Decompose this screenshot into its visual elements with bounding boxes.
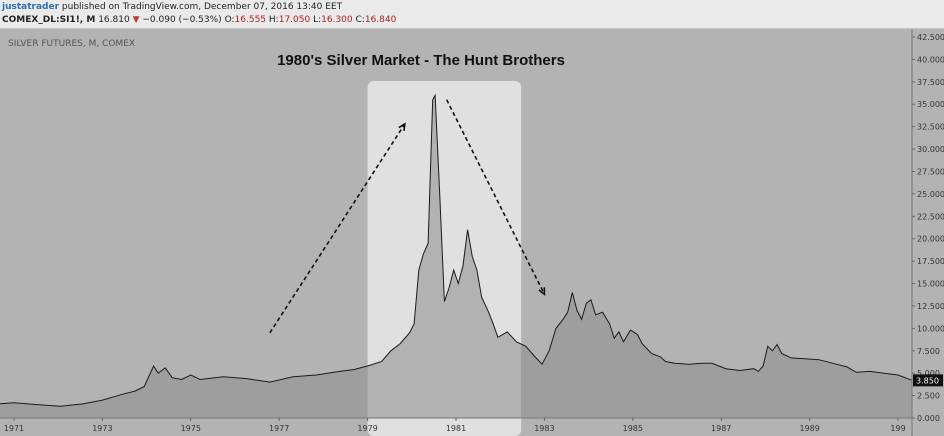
x-tick-label: 1971 [4, 424, 24, 433]
y-tick-label: 42.500 [917, 33, 944, 42]
x-tick-label: 1979 [357, 424, 377, 433]
publish-line: justatrader published on TradingView.com… [2, 2, 342, 13]
close-label: C: [355, 15, 365, 25]
arrow-head-icon [398, 122, 406, 132]
x-tick-label: 1977 [269, 424, 289, 433]
y-tick-label: 40.000 [917, 55, 944, 64]
chart-title: 1980's Silver Market - The Hunt Brothers [277, 52, 565, 69]
open-value: 16.555 [234, 15, 267, 25]
price-line [0, 93, 913, 407]
y-tick-label: 37.500 [917, 78, 944, 87]
y-tick-label: 15.000 [917, 280, 944, 289]
y-tick-label: 32.500 [917, 123, 944, 132]
price-chart[interactable]: 0.000 2.500 5.000 7.500 10.000 12.500 15.000 17… [0, 29, 944, 436]
y-tick-label: 10.000 [917, 324, 944, 333]
price-tag-label: 3.850 [916, 376, 939, 385]
x-tick-label: 1981 [446, 424, 466, 433]
y-tick-label: 30.000 [917, 145, 944, 154]
low-value: 16.300 [321, 15, 353, 25]
x-tick-label: 1983 [534, 424, 554, 433]
price-change: −0.090 (−0.53%) [142, 15, 222, 25]
quote-line: COMEX_DL:SI1!, M 16.810 ▼ −0.090 (−0.53%… [2, 15, 396, 26]
x-tick-label: 1989 [799, 424, 819, 433]
y-tick-label: 0.000 [917, 414, 940, 423]
y-tick-label: 35.000 [917, 100, 944, 109]
y-tick-label: 25.000 [917, 190, 944, 199]
y-tick-label: 27.500 [917, 167, 944, 176]
y-tick-label: 12.500 [917, 302, 944, 311]
open-label: O: [224, 15, 235, 25]
y-tick-label: 22.500 [917, 212, 944, 221]
x-tick-label: 1975 [181, 424, 201, 433]
publish-header: justatrader published on TradingView.com… [0, 0, 944, 29]
x-tick-label: 1973 [92, 424, 112, 433]
trend-arrow-2 [445, 99, 546, 295]
y-tick-label: 7.500 [917, 347, 940, 356]
low-label: L: [313, 15, 322, 25]
y-tick-label: 17.500 [917, 257, 944, 266]
author-link[interactable]: justatrader [2, 2, 60, 12]
close-value: 16.840 [364, 15, 397, 25]
last-price: 16.810 [98, 15, 130, 25]
price-tag [913, 374, 943, 387]
x-tick-label: 199 [890, 424, 905, 433]
y-tick-label: 2.500 [917, 392, 940, 401]
y-tick-label: 20.000 [917, 235, 944, 244]
x-tick-label: 1987 [711, 424, 731, 433]
arrow-head-icon [538, 287, 546, 296]
y-tick-label: 5.000 [917, 369, 940, 378]
x-tick-label: 1985 [623, 424, 643, 433]
publish-info: published on TradingView.com, December 0… [61, 2, 343, 12]
high-label: H: [268, 15, 279, 25]
down-arrow-icon: ▼ [132, 15, 140, 25]
symbol-label[interactable]: COMEX_DL:SI1!, M [2, 15, 96, 25]
high-value: 17.050 [278, 15, 311, 25]
price-area [0, 95, 912, 419]
chart-watermark: SILVER FUTURES, M, COMEX [8, 39, 135, 49]
